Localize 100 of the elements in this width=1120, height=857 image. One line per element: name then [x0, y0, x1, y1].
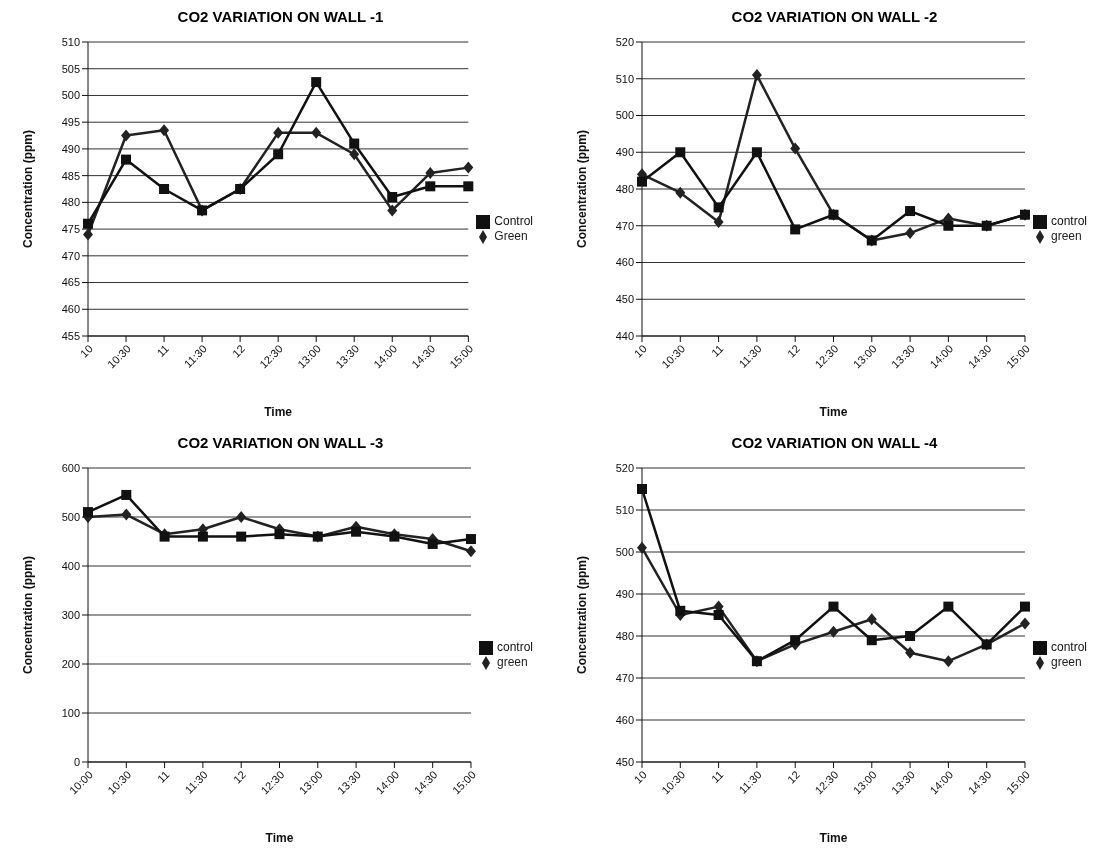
legend-label: green [496, 655, 528, 669]
point [713, 610, 724, 620]
point [349, 148, 360, 161]
point [905, 646, 916, 659]
point [463, 161, 474, 174]
y-tick-label: 450 [615, 293, 634, 306]
x-tick-label: 11 [708, 342, 726, 360]
chart-title: CO2 VARIATION ON WALL -4 [730, 434, 939, 453]
point [637, 541, 647, 554]
point [463, 181, 474, 192]
legend-label: Control [494, 214, 533, 229]
point [273, 126, 284, 139]
y-tick-label: 505 [61, 62, 80, 75]
point [121, 489, 132, 500]
legend-label: green [1050, 655, 1082, 669]
point [751, 147, 762, 158]
point [351, 526, 362, 537]
x-tick-label: 10 [631, 342, 649, 360]
x-axis-title: Time [264, 405, 293, 419]
point [905, 206, 916, 217]
point [274, 529, 285, 540]
point [943, 601, 954, 612]
x-axis-title: Time [819, 405, 848, 419]
x-tick-label: 11 [708, 768, 726, 786]
y-tick-label: 300 [61, 608, 80, 621]
y-axis-title: Concentration (ppm) [21, 556, 36, 674]
legend-label: green [1050, 229, 1082, 243]
point [675, 186, 686, 199]
point [828, 601, 839, 612]
y-tick-label: 480 [615, 182, 634, 195]
point [273, 149, 284, 160]
y-axis-title: Concentration (ppm) [575, 130, 590, 248]
y-tick-label: 460 [615, 256, 634, 269]
y-tick-label: 470 [61, 249, 80, 262]
x-tick-label: 12 [229, 342, 248, 360]
point [387, 204, 398, 217]
y-tick-label: 465 [61, 276, 80, 289]
y-tick-label: 495 [61, 116, 80, 129]
legend-label: control [1050, 640, 1087, 655]
y-tick-label: 460 [615, 713, 634, 726]
point [427, 538, 438, 549]
point [675, 147, 686, 158]
y-tick-label: 485 [61, 169, 80, 182]
point [121, 154, 132, 165]
y-axis-title: Concentration (ppm) [575, 556, 590, 674]
point [425, 166, 436, 179]
y-tick-label: 520 [615, 461, 634, 474]
point [866, 613, 877, 626]
point [83, 228, 93, 241]
chart-title: CO2 VARIATION ON WALL -1 [176, 8, 385, 27]
y-tick-label: 480 [615, 629, 634, 642]
point [751, 69, 762, 82]
y-tick-label: 490 [61, 142, 80, 155]
x-tick-label: 10 [77, 342, 95, 360]
point [1019, 617, 1030, 630]
point [905, 227, 916, 240]
x-tick-label: 12 [230, 768, 249, 786]
point [828, 625, 839, 638]
point [943, 655, 954, 668]
point [236, 511, 247, 523]
y-tick-label: 500 [615, 545, 634, 558]
point [159, 184, 170, 194]
y-tick-label: 475 [61, 223, 80, 235]
x-tick-label: 11 [154, 768, 172, 786]
x-axis-title: Time [265, 831, 294, 845]
y-tick-label: 455 [61, 329, 80, 342]
point [349, 138, 360, 149]
legend-label: Green [494, 229, 528, 243]
point [790, 224, 801, 235]
point [905, 631, 916, 641]
x-tick-label: 11 [154, 342, 171, 360]
point [943, 220, 954, 231]
y-tick-label: 400 [61, 559, 80, 572]
point [159, 124, 170, 137]
point [236, 531, 247, 542]
point [83, 507, 93, 518]
point [675, 605, 686, 616]
point [465, 534, 476, 545]
y-tick-label: 510 [615, 72, 634, 85]
y-tick-label: 500 [61, 89, 80, 102]
y-axis-title: Concentration (ppm) [21, 130, 36, 248]
y-tick-label: 490 [615, 587, 634, 600]
y-tick-label: 100 [61, 706, 80, 719]
y-tick-label: 490 [615, 146, 634, 159]
point [311, 126, 322, 139]
point [1019, 601, 1030, 612]
y-tick-label: 500 [61, 510, 80, 523]
y-tick-label: 510 [615, 503, 634, 516]
y-tick-label: 0 [73, 755, 80, 768]
x-tick-label: 10 [631, 768, 649, 786]
y-tick-label: 600 [61, 461, 80, 474]
point [83, 218, 93, 229]
point [197, 531, 208, 542]
legend-label: control [1050, 214, 1087, 229]
y-tick-label: 200 [61, 657, 80, 670]
y-tick-label: 500 [615, 109, 634, 122]
y-tick-label: 510 [61, 35, 80, 48]
point [425, 181, 436, 192]
y-tick-label: 520 [615, 35, 634, 48]
point [790, 635, 801, 646]
